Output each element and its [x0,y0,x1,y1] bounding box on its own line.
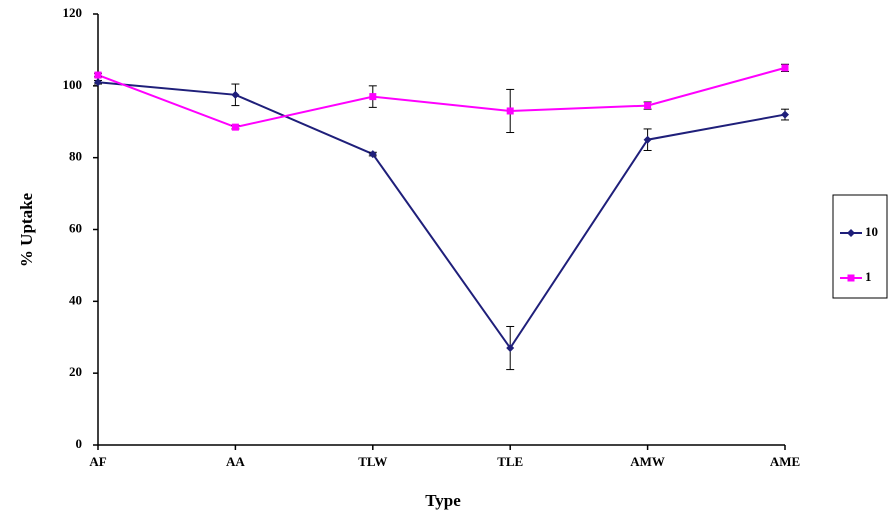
data-point [643,135,652,144]
x-tick-label: AMW [630,454,665,469]
y-tick-label: 100 [63,77,83,92]
x-tick-label: AME [770,454,800,469]
legend-marker [847,229,855,237]
series-line [97,81,786,350]
data-point [506,107,514,115]
data-point [94,71,102,79]
data-point [368,150,377,159]
series-line [97,66,786,129]
data-point [644,102,652,110]
legend-box [832,194,888,299]
y-tick-label: 20 [69,364,82,379]
y-tick-label: 0 [76,436,83,451]
data-point [506,344,515,353]
legend-label: 1 [865,269,872,284]
y-tick-label: 60 [69,220,82,235]
legend-label: 10 [865,224,878,239]
y-tick-label: 40 [69,292,82,307]
data-point [94,78,102,87]
data-point [781,110,789,119]
x-tick-label: AF [89,454,106,469]
data-point [231,90,240,99]
y-axis-title: % Uptake [17,192,36,267]
data-point [781,64,789,72]
x-tick-label: AA [226,454,245,469]
legend-marker [847,274,855,282]
x-tick-label: TLW [358,454,387,469]
y-tick-label: 120 [63,5,83,20]
data-point [369,93,377,101]
x-tick-label: TLE [497,454,523,469]
data-point [231,123,239,131]
x-axis-title: Type [425,491,461,510]
y-tick-label: 80 [69,149,82,164]
